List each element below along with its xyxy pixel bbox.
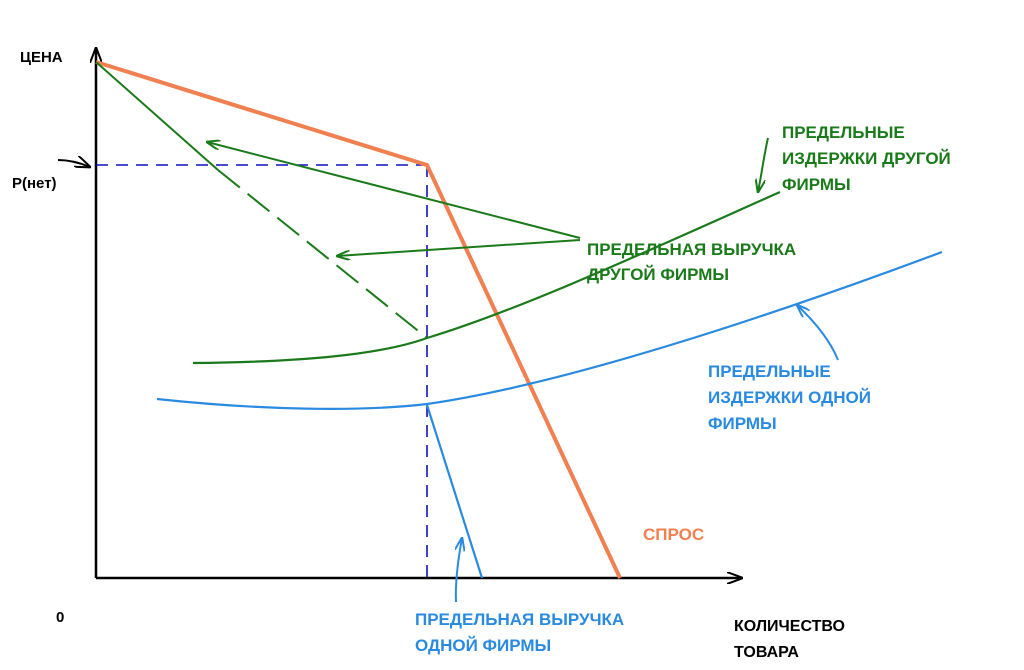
pointer-arrow-mr-other-upper [207, 142, 581, 239]
demand-label: СПРОС [643, 525, 704, 544]
mc-other-label-line3: ФИРМЫ [782, 175, 851, 194]
x-axis-label-line2: ТОВАРА [734, 644, 799, 661]
mr-other-label-line1: ПРЕДЕЛЬНАЯ ВЫРУЧКА [587, 240, 796, 259]
mc-other-label-line2: ИЗДЕРЖКИ ДРУГОЙ [782, 149, 951, 168]
mc-one-label-line3: ФИРМЫ [708, 414, 777, 433]
pointer-arrow-mr-one [456, 538, 462, 603]
mc-one-label-line1: ПРЕДЕЛЬНЫЕ [708, 362, 831, 381]
mc-one-label-line2: ИЗДЕРЖКИ ОДНОЙ [708, 388, 871, 407]
pointer-arrow-price [57, 160, 90, 167]
mr-one-label-line2: ОДНОЙ ФИРМЫ [415, 636, 551, 655]
price-marker-label: P(нет) [12, 175, 57, 192]
mc-other-firm-curve [192, 190, 781, 365]
demand-curve [95, 60, 622, 579]
pointer-arrow-mc-one [797, 305, 839, 361]
mr-other-firm-dashed [217, 169, 428, 339]
mc-other-label-line1: ПРЕДЕЛЬНЫЕ [782, 123, 905, 142]
mr-one-firm-line [425, 404, 484, 579]
origin-label: 0 [56, 609, 64, 626]
x-axis-label-line1: КОЛИЧЕСТВО [734, 618, 845, 635]
y-axis-label: ЦЕНА [20, 49, 63, 66]
pointer-arrow-mr-other-lower [337, 239, 581, 256]
mc-one-firm-curve [156, 250, 943, 410]
pointer-arrow-mc-other [758, 137, 769, 192]
mr-other-label-line2: ДРУГОЙ ФИРМЫ [587, 265, 729, 284]
mr-other-firm-line [95, 61, 219, 171]
mr-one-label-line1: ПРЕДЕЛЬНАЯ ВЫРУЧКА [415, 610, 624, 629]
